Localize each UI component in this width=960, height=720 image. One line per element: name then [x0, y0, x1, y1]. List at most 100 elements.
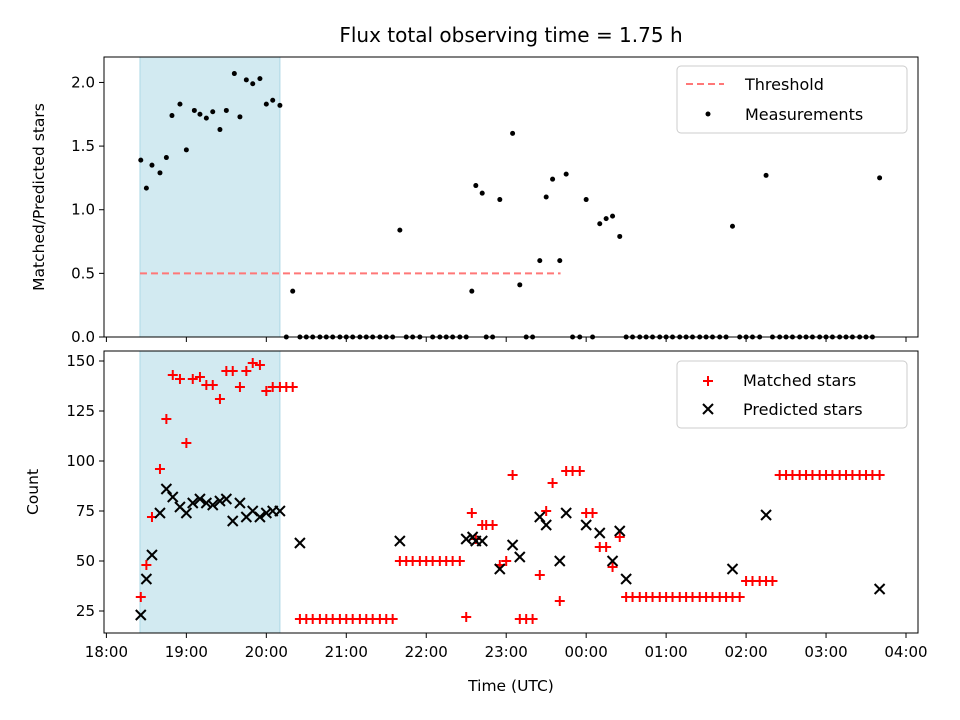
ratio-legend-measurements-swatch	[705, 111, 711, 117]
matched-star-point	[174, 374, 185, 384]
xtick-label: 19:00	[165, 643, 208, 661]
predicted-star-point	[540, 519, 552, 531]
measurement-point	[617, 233, 623, 239]
measurement-point	[550, 176, 556, 182]
matched-star-point	[387, 614, 398, 624]
matched-star-point	[574, 466, 585, 476]
matched-star-point	[466, 508, 477, 518]
count-ytick-label: 75	[76, 502, 95, 520]
predicted-star-point	[260, 507, 273, 519]
measurement-point	[191, 107, 197, 113]
count-legend-predicted-swatch	[702, 403, 714, 415]
measurement-point	[563, 171, 569, 177]
measurement-point	[597, 221, 603, 227]
matched-star-point	[214, 394, 225, 404]
predicted-star-point	[594, 527, 606, 539]
predicted-star-point	[160, 483, 173, 495]
predicted-star-point	[506, 539, 519, 551]
measurement-point	[603, 216, 609, 222]
predicted-star-point	[726, 563, 739, 575]
predicted-star-point	[254, 511, 266, 523]
matched-star-point	[487, 520, 498, 530]
matched-star-point	[167, 370, 178, 380]
predicted-star-point	[187, 497, 199, 509]
matched-star-point	[507, 470, 518, 480]
predicted-star-point	[554, 555, 566, 567]
matched-star-point	[547, 478, 558, 488]
matched-star-point	[874, 470, 885, 480]
predicted-star-point	[227, 515, 239, 527]
matched-star-point	[254, 360, 265, 370]
predicted-star-point	[180, 507, 193, 519]
predicted-star-point	[294, 537, 306, 549]
matched-star-point	[534, 570, 545, 580]
count-ytick-label: 125	[66, 402, 95, 420]
matched-star-point	[154, 464, 165, 474]
ratio-panel-ylabel: Matched/Predicted stars	[30, 103, 48, 291]
matched-star-point	[194, 372, 205, 382]
x-axis-label: Time (UTC)	[467, 677, 554, 695]
matched-star-point	[501, 556, 512, 566]
ratio-legend-threshold-label: Threshold	[744, 75, 824, 94]
predicted-star-point	[274, 505, 286, 517]
predicted-star-point	[606, 555, 619, 567]
predicted-star-point	[620, 573, 632, 585]
xtick-label: 21:00	[325, 643, 368, 661]
measurement-point	[290, 288, 296, 294]
measurement-point	[138, 157, 144, 163]
measurement-point	[231, 71, 237, 77]
xtick-label: 01:00	[645, 643, 688, 661]
matched-star-point	[161, 414, 172, 424]
measurement-point	[169, 113, 175, 119]
matched-star-point	[601, 542, 612, 552]
count-panel: 25 50 75 100 125 150 18:00 19:00 20:00 21:00 22:0…	[24, 350, 928, 661]
matched-star-point	[247, 358, 258, 368]
measurement-point	[183, 147, 189, 153]
matched-star-point	[207, 380, 218, 390]
predicted-star-point	[560, 507, 572, 519]
measurement-point	[203, 115, 209, 121]
matched-star-point	[187, 374, 198, 384]
predicted-star-point	[514, 551, 526, 563]
measurement-point	[537, 258, 543, 264]
measurement-point	[263, 101, 269, 107]
measurement-point	[143, 185, 149, 191]
measurement-point	[473, 183, 479, 189]
measurement-point	[543, 194, 549, 200]
measurement-point	[479, 190, 485, 196]
measurement-point	[469, 288, 475, 294]
matched-star-point	[454, 556, 465, 566]
measurement-point	[877, 175, 883, 181]
count-legend-matched-swatch	[703, 376, 713, 386]
count-ytick-label: 150	[66, 352, 95, 370]
matched-star-point	[234, 382, 245, 392]
predicted-star-point	[146, 549, 158, 561]
ratio-panel-frame	[103, 56, 919, 338]
matched-star-point	[734, 592, 745, 602]
ratio-observing-window	[139, 56, 281, 338]
measurement-point	[397, 227, 403, 233]
predicted-star-point	[494, 563, 506, 575]
count-legend-predicted-label: Predicted stars	[743, 400, 863, 419]
ratio-ytick-label: 2.0	[71, 73, 95, 91]
predicted-star-point	[476, 535, 488, 547]
measurement-point	[557, 258, 563, 264]
measurement-point	[163, 155, 169, 161]
matched-star-point	[241, 366, 252, 376]
xtick-label: 22:00	[405, 643, 448, 661]
ratio-legend-box	[676, 65, 908, 134]
xtick-label: 04:00	[884, 643, 927, 661]
count-panel-frame	[103, 350, 919, 634]
xtick-label: 18:00	[85, 643, 128, 661]
xtick-label: 02:00	[724, 643, 767, 661]
xtick-label: 20:00	[245, 643, 288, 661]
count-ytick-label: 100	[66, 452, 95, 470]
matched-star-point	[541, 506, 552, 516]
ratio-legend-measurements-label: Measurements	[745, 105, 863, 124]
xtick-label: 00:00	[565, 643, 608, 661]
chart-title: Flux total observing time = 1.75 h	[339, 23, 682, 47]
matched-star-point	[614, 532, 625, 542]
matched-star-point	[135, 592, 146, 602]
count-panel-legend: Matched stars Predicted stars	[676, 360, 908, 429]
